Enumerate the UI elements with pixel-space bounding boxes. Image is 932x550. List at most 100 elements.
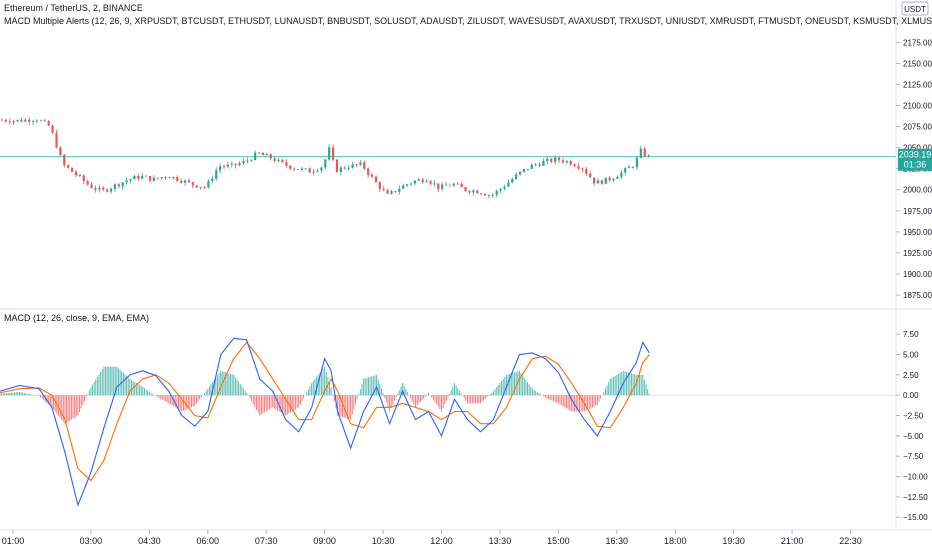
candle-body (405, 184, 409, 186)
candle-body (429, 181, 432, 184)
candle-body (367, 168, 370, 175)
candle-body (250, 159, 253, 161)
candle-body (464, 187, 467, 192)
candle-body (82, 175, 85, 182)
candle-body (347, 167, 350, 169)
candle-body (480, 193, 483, 195)
price-tick-label: 2150.00 (903, 59, 932, 68)
last-price-box (898, 148, 932, 171)
candle-body (569, 160, 572, 165)
price-tick-label: 1875.00 (903, 291, 932, 300)
candle-body (565, 160, 568, 163)
candle-body (515, 174, 518, 179)
candle-body (382, 188, 385, 191)
last-price-marker: 2039.19 01:36 (898, 148, 932, 171)
candle-body (585, 169, 588, 174)
candle-body (43, 120, 46, 122)
time-tick-label: 13:30 (489, 536, 512, 546)
candle-body (28, 119, 31, 122)
macd-axis[interactable]: 7.50 5.00 2.50 0.00 −2.50 −5.00 −7.50 −10.00 −12… (896, 330, 928, 522)
candle-body (293, 168, 296, 170)
indicator-legend[interactable]: MACD Multiple Alerts (12, 26, 9, XRPUSDT… (4, 16, 932, 26)
macd-histogram (0, 366, 896, 424)
candle-body (499, 188, 502, 191)
candle-body (596, 180, 600, 184)
candle-body (394, 191, 397, 192)
candle-body (628, 167, 631, 169)
candle-body (86, 181, 89, 185)
price-tick-label: 1950.00 (903, 228, 932, 237)
candle-body (121, 182, 124, 187)
candle-body (187, 180, 191, 183)
candle-body (273, 158, 276, 162)
candle-body (211, 178, 214, 181)
price-tick-label: 2125.00 (903, 80, 932, 89)
time-tick-label: 09:00 (313, 536, 336, 546)
candle-body (417, 179, 420, 181)
candle-body (261, 153, 265, 156)
candle-body (300, 168, 304, 170)
candle-body (437, 183, 440, 189)
candle-body (156, 177, 159, 179)
macd-tick-label: 5.00 (903, 351, 919, 360)
time-tick-label: 21:00 (781, 536, 804, 546)
candle-body (59, 147, 62, 155)
candle-body (538, 164, 541, 166)
time-tick-label: 12:00 (430, 536, 453, 546)
time-tick-label: 22:30 (839, 536, 862, 546)
time-tick-label: 15:00 (547, 536, 570, 546)
candle-body (456, 183, 459, 185)
candle-body (265, 154, 268, 156)
time-axis[interactable]: 01:00 03:00 04:30 06:00 07:30 09:00 10:30 12:00… (2, 530, 862, 546)
candle-body (472, 190, 475, 193)
candle-body (546, 158, 549, 161)
candle-body (109, 188, 113, 192)
candle-body (277, 159, 280, 162)
currency-badge[interactable] (901, 1, 929, 16)
candle-body (238, 163, 241, 166)
price-candles (0, 116, 896, 199)
candle-body (518, 171, 522, 175)
candle-body (421, 179, 424, 183)
candle-body (12, 120, 15, 123)
price-tick-label: 2000.00 (903, 186, 932, 195)
price-tick-label: 1925.00 (903, 249, 932, 258)
macd-title[interactable]: MACD (12, 26, close, 9, EMA, EMA) (4, 313, 149, 323)
candle-body (47, 121, 50, 126)
candle-body (257, 152, 261, 154)
candle-body (441, 184, 444, 189)
candle-body (370, 174, 374, 177)
candle-body (281, 159, 284, 163)
candle-body (581, 168, 584, 170)
candle-body (246, 160, 249, 162)
candle-body (351, 164, 354, 168)
price-axis[interactable]: 2175.00 2150.00 2125.00 2100.00 2075.00 2050.… (896, 38, 932, 300)
time-tick-label: 19:30 (722, 536, 745, 546)
symbol-title: Ethereum / TetherUS, 2, BINANCE (4, 3, 143, 13)
macd-tick-label: −10.00 (903, 473, 928, 482)
candle-body (203, 187, 206, 188)
candle-body (557, 157, 561, 161)
countdown-label: 01:36 (904, 160, 927, 170)
candle-body (269, 154, 272, 159)
candle-body (491, 194, 494, 196)
time-tick-label: 04:30 (138, 536, 161, 546)
candle-body (183, 180, 187, 183)
candle-body (324, 159, 327, 168)
last-price-label: 2039.19 (899, 150, 932, 160)
candle-body (70, 167, 74, 172)
time-tick-label: 03:00 (80, 536, 103, 546)
candle-body (542, 160, 545, 166)
candle-body (635, 157, 639, 168)
candle-body (448, 185, 452, 187)
candle-body (511, 178, 514, 183)
candle-body (219, 166, 222, 171)
candle-body (141, 175, 144, 179)
candle-body (624, 168, 627, 173)
candle-body (215, 170, 218, 179)
candle-body (592, 177, 596, 184)
price-tick-label: 2100.00 (903, 102, 932, 111)
candle-body (296, 169, 300, 170)
